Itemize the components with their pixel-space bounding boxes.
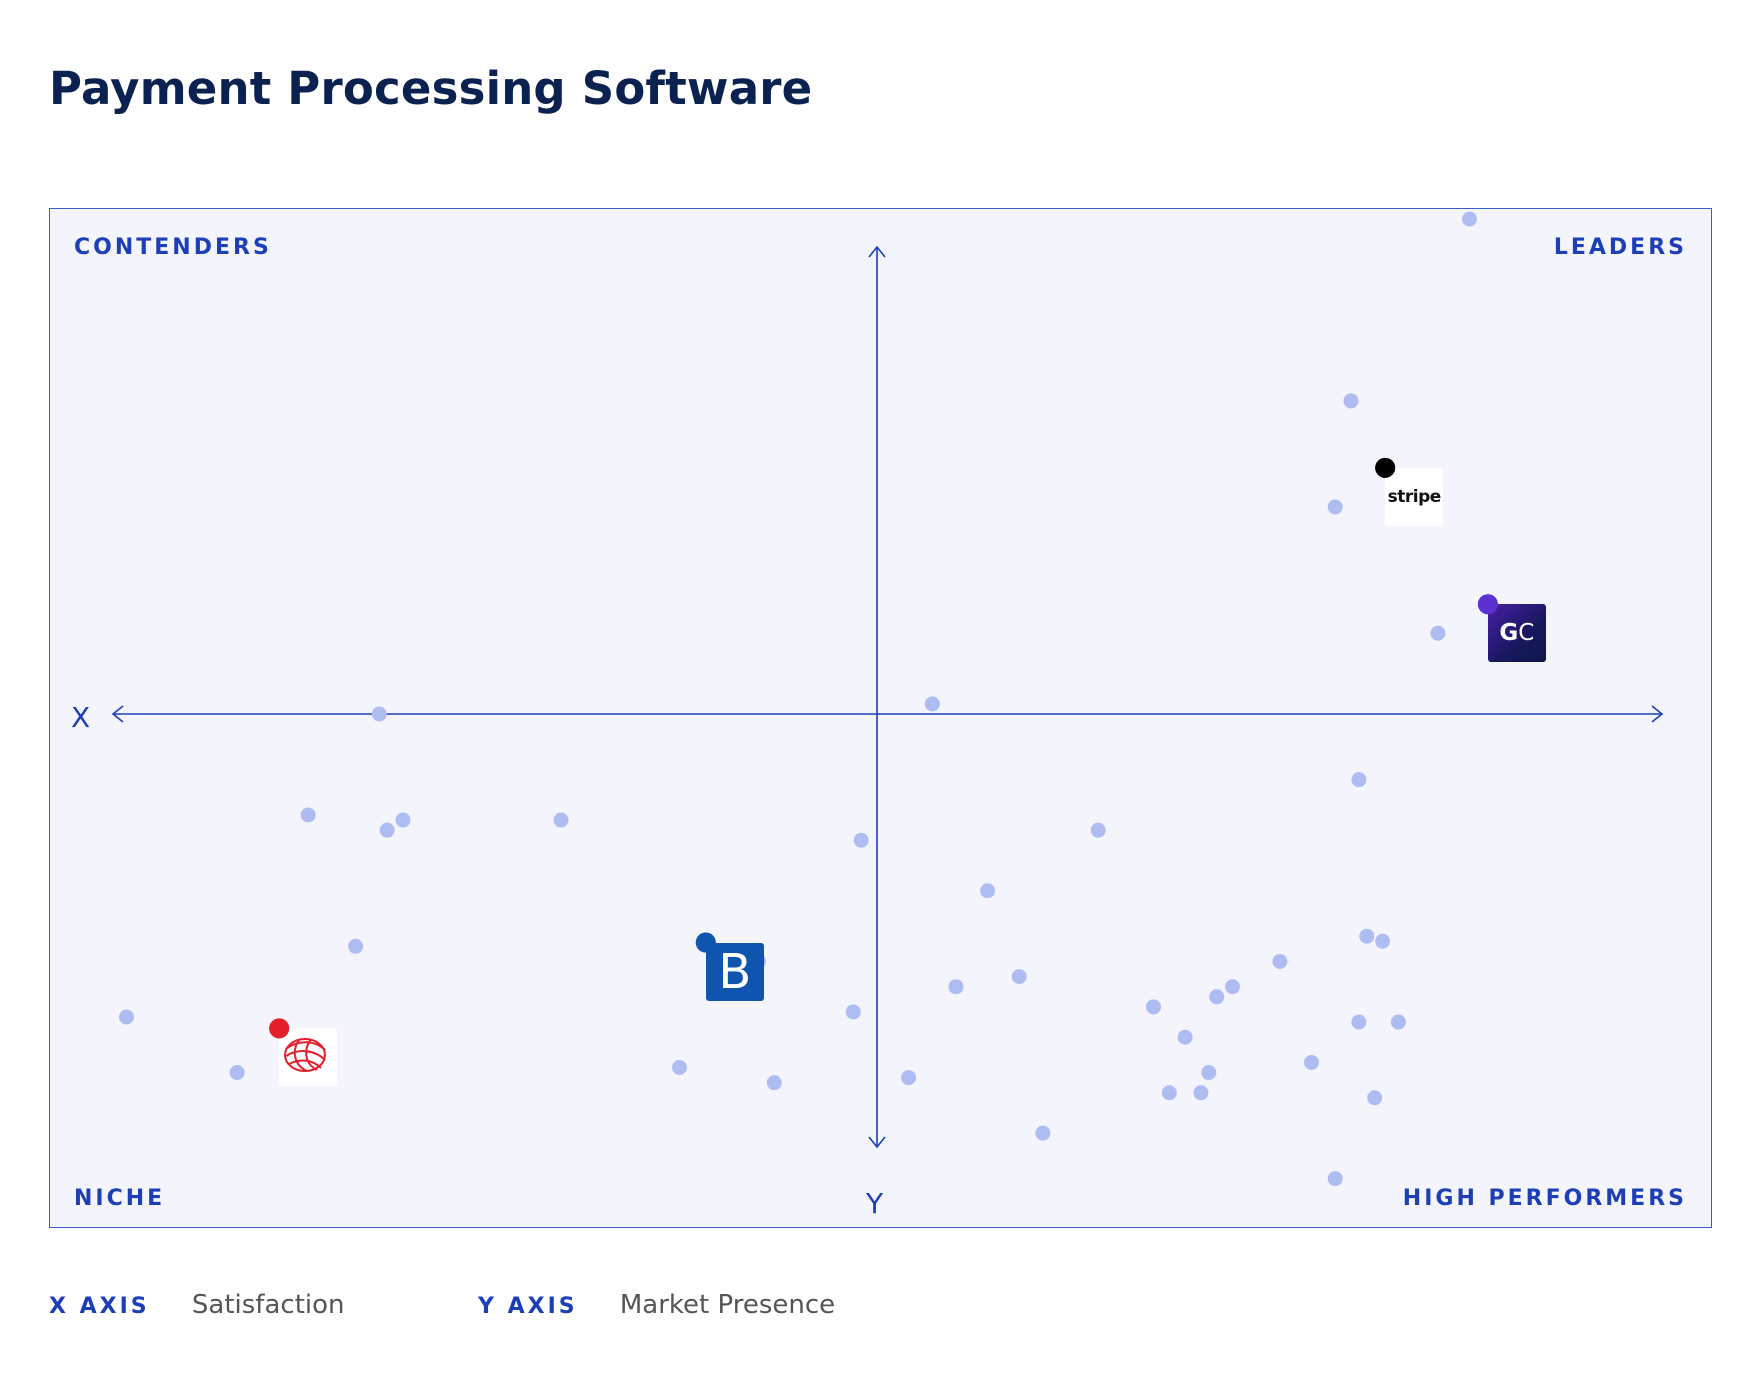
product-dot [1351,772,1367,788]
stripe-logo-text: stripe [1387,486,1442,507]
product-dot [1035,1125,1051,1141]
product-dot [371,706,387,722]
y-axis-arrow-top [868,245,886,258]
product-dot [1225,979,1240,995]
product-dot [119,1009,134,1025]
product-dot [1351,1014,1367,1030]
b-logo-letter: B [718,943,752,1000]
product-dot [1375,933,1391,949]
globe-product-logo[interactable] [279,1028,338,1087]
product-dot [672,1060,687,1075]
product-dot [901,1070,917,1086]
product-dot [1390,1014,1406,1030]
x-axis-key: X AXIS [49,1294,150,1319]
product-dot [766,1075,782,1091]
product-dot [1146,999,1161,1015]
y-axis-letter: Y [866,1187,884,1220]
product-dot [1359,928,1375,944]
product-dot [1462,211,1477,227]
product-dot [1193,1085,1209,1101]
quadrant-high-performers-label: HIGH PERFORMERS [1402,1186,1687,1211]
product-dot [845,1004,861,1020]
product-dot [379,822,395,838]
product-dot [1161,1085,1177,1101]
product-dot [1177,1029,1193,1045]
stripe-logo[interactable]: stripe [1385,467,1444,526]
product-dot [1201,1065,1217,1081]
product-dot [1272,953,1288,969]
product-dot [1327,1171,1343,1187]
quadrant-contenders-label: CONTENDERS [74,235,272,260]
grid-chart: CONTENDERS LEADERS NICHE HIGH PERFORMERS… [49,208,1712,1228]
quadrant-leaders-label: LEADERS [1553,235,1687,260]
globe-icon [284,1038,327,1073]
y-axis-value: Market Presence [619,1290,836,1320]
gc-logo-letter-c: C [1518,620,1535,647]
product-dot [348,938,364,954]
y-axis-arrow-bottom [868,1136,886,1149]
product-dot [1090,822,1106,838]
product-dot [300,807,316,823]
product-dot [1367,1090,1383,1106]
product-dot [980,883,996,899]
x-axis-legend: X AXIS Satisfaction [49,1290,345,1320]
product-dot [395,812,411,828]
page-title: Payment Processing Software [49,62,813,115]
product-dot [1343,393,1359,409]
product-dot [1430,625,1446,641]
b-product-logo[interactable]: B [705,942,764,1001]
y-axis-legend: Y AXIS Market Presence [478,1290,835,1320]
product-dot [229,1065,245,1081]
x-axis-value: Satisfaction [191,1290,345,1320]
gc-logo-letter-g: G [1499,620,1519,647]
product-dot [948,979,964,995]
product-dot [1209,989,1225,1005]
quadrant-niche-label: NICHE [74,1186,166,1211]
product-dot [1304,1054,1319,1070]
x-axis-arrow-left [111,705,124,723]
product-dot [553,812,569,828]
x-axis-arrow-right [1651,705,1664,723]
product-dot [853,832,869,848]
y-axis-key: Y AXIS [478,1294,578,1319]
product-dot [1011,969,1027,985]
x-axis-letter: X [71,701,91,734]
product-dot [924,696,940,712]
product-dot [1327,499,1343,515]
